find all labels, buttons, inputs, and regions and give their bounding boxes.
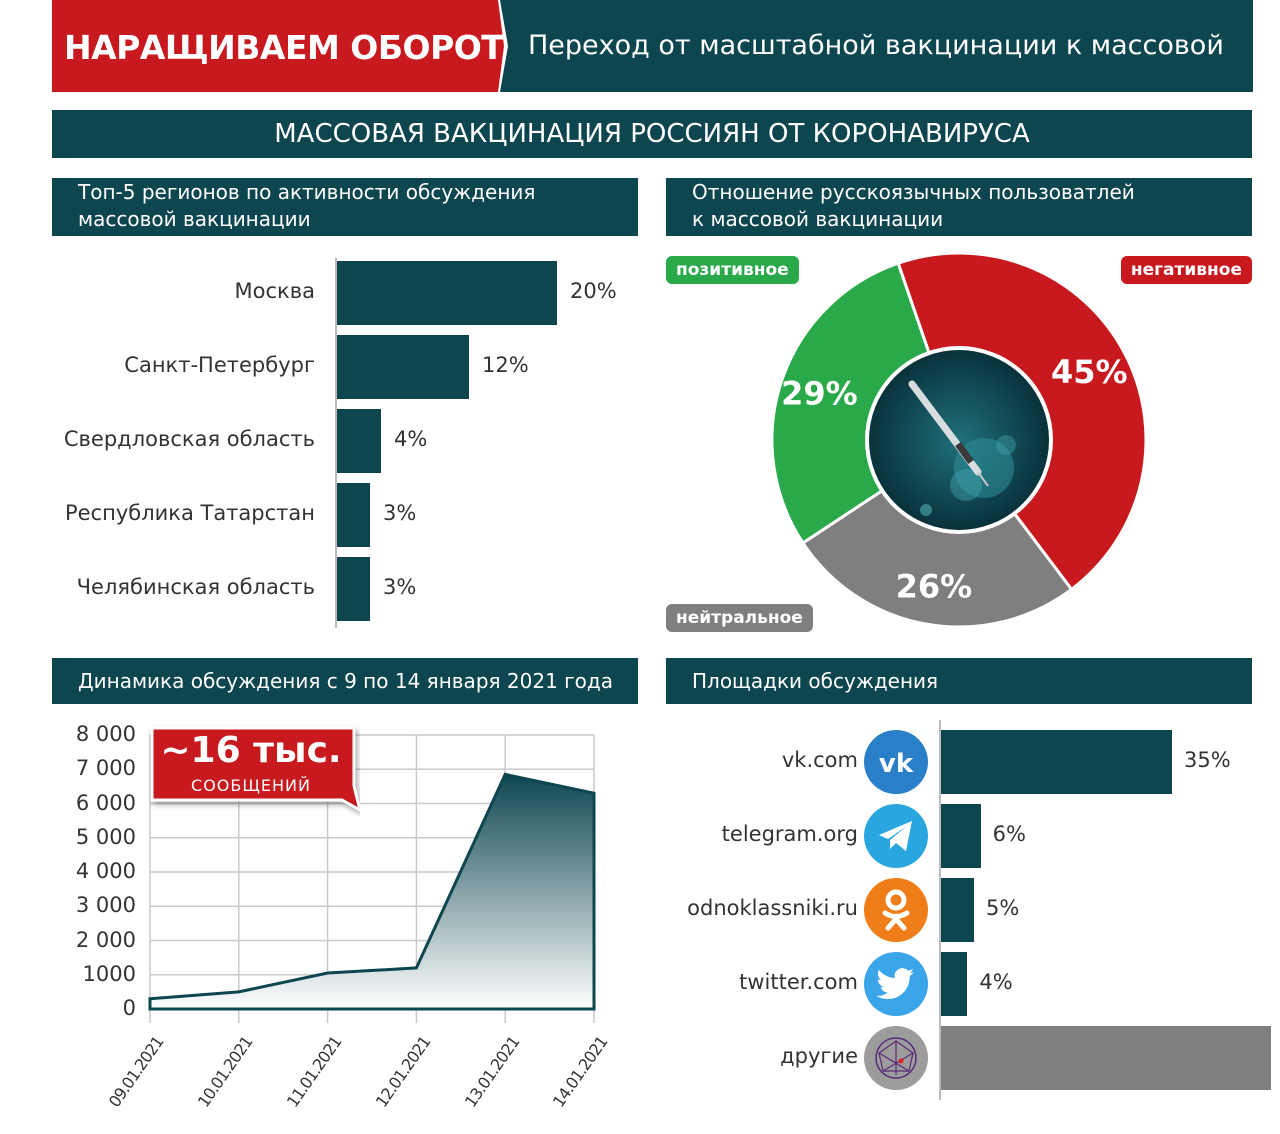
platform-label: odnoklassniki.ru (687, 896, 858, 920)
platform-value-label: 35% (1184, 748, 1231, 772)
callout-big-text: ~16 тыс. (160, 730, 342, 771)
sentiment-title-line2: к массовой вакцинации (692, 207, 944, 231)
platform-bar (941, 804, 981, 868)
messages-callout: ~16 тыс. СООБЩЕНИЙ (148, 724, 360, 812)
donut-value-label: 29% (781, 374, 858, 412)
donut-value-label: 45% (1051, 353, 1128, 391)
region-bar (337, 409, 381, 473)
dynamics-panel-header: Динамика обсуждения с 9 по 14 января 202… (52, 658, 638, 704)
sentiment-category-label: нейтральное (666, 604, 813, 632)
dynamics-title: Динамика обсуждения с 9 по 14 января 202… (78, 668, 613, 693)
sentiment-category-label: позитивное (666, 256, 799, 284)
region-label: Москва (234, 279, 315, 303)
platform-label: другие (780, 1044, 858, 1068)
dynamics-area-chart: ~16 тыс. СООБЩЕНИЙ 0 1000 2 000 3 000 4 000 5… (52, 712, 638, 1122)
platforms-bar-chart: vk.com vk 35% telegram.org 6% odnoklassniki.r… (666, 720, 1271, 1120)
platform-value-label: 4% (979, 970, 1013, 994)
header-right-title: Переход от масштабной вакцинации к массо… (528, 30, 1224, 61)
y-tick-label: 7 000 (75, 756, 136, 781)
platform-bar (941, 730, 1172, 794)
region-bar (337, 483, 370, 547)
platform-label: vk.com (781, 748, 858, 772)
sentiment-donut-svg: 45% 26% 29% (770, 251, 1148, 629)
sentiment-title-line1: Отношение русскоязычных пользоватлей (692, 180, 1135, 204)
vk-icon: vk (864, 730, 928, 794)
telegram-icon (864, 804, 928, 868)
callout-small-text: СООБЩЕНИЙ (191, 776, 311, 795)
region-value-label: 12% (482, 353, 529, 377)
region-label: Санкт-Петербург (124, 353, 315, 377)
dynamics-area-svg (148, 734, 596, 1023)
y-tick-label: 6 000 (75, 790, 136, 815)
twitter-icon (864, 952, 928, 1016)
platforms-axis (939, 720, 941, 1100)
donut-value-label: 26% (896, 567, 973, 605)
vaccine-illustration (865, 346, 1053, 534)
y-tick-label: 0 (122, 996, 136, 1020)
odnoklassniki-icon (864, 878, 928, 942)
platform-value-label: 6% (992, 822, 1026, 846)
platforms-panel-header: Площадки обсуждения (666, 658, 1252, 704)
region-bar (337, 261, 557, 325)
region-value-label: 4% (394, 427, 428, 451)
region-bar (337, 335, 469, 399)
platform-bar (941, 1026, 1271, 1090)
platform-bar (941, 952, 968, 1016)
platform-label: twitter.com (739, 970, 858, 994)
svg-text:vk: vk (879, 749, 914, 776)
sentiment-panel-header: Отношение русскоязычных пользоватлей к м… (666, 178, 1252, 236)
header-teal-banner (500, 0, 1253, 92)
header-red-banner (52, 0, 504, 92)
region-label: Республика Татарстан (64, 501, 315, 525)
region-value-label: 3% (383, 575, 417, 599)
region-value-label: 20% (570, 279, 617, 303)
regions-panel-header: Топ-5 регионов по активности обсуждения … (52, 178, 638, 236)
regions-title-line1: Топ-5 регионов по активности обсуждения (78, 180, 536, 204)
platform-bar (941, 878, 974, 942)
sentiment-category-label: негативное (1120, 256, 1252, 284)
y-tick-label: 5 000 (75, 824, 136, 849)
region-label: Свердловская область (63, 427, 315, 451)
platform-label: telegram.org (721, 822, 858, 846)
y-tick-label: 8 000 (75, 722, 136, 746)
region-label: Челябинская область (76, 575, 315, 599)
y-tick-label: 4 000 (75, 859, 136, 883)
regions-axis (335, 258, 337, 628)
y-tick-label: 2 000 (75, 927, 136, 952)
platforms-title: Площадки обсуждения (692, 668, 939, 693)
network-icon (864, 1026, 928, 1090)
region-bar (337, 557, 370, 621)
area-series (148, 772, 596, 1011)
platform-value-label: 5% (986, 896, 1020, 920)
sentiment-donut-chart: 45% 26% 29% позитивное негативное нейтрально… (666, 240, 1256, 640)
y-tick-label: 3 000 (75, 893, 136, 918)
y-tick-label: 1000 (82, 961, 136, 986)
regions-bar-chart: Москва 20% Санкт-Петербург 12% Свердловская … (52, 250, 638, 630)
header-left-title: НАРАЩИВАЕМ ОБОРОТЫ (64, 28, 538, 67)
region-value-label: 3% (383, 501, 417, 525)
regions-title-line2: массовой вакцинации (78, 207, 311, 231)
section-title: МАССОВАЯ ВАКЦИНАЦИЯ РОССИЯН ОТ КОРОНАВИР… (52, 110, 1252, 158)
